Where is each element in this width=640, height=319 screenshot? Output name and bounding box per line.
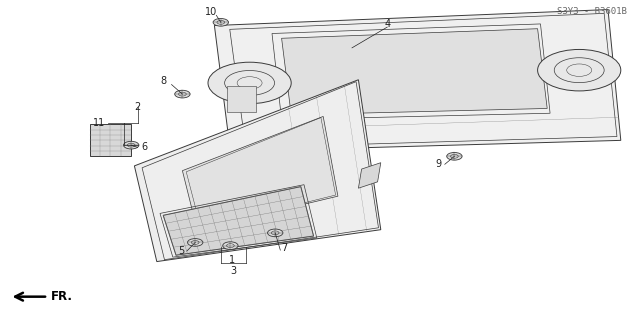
Text: 8: 8 [160,76,166,86]
Polygon shape [227,86,256,112]
Polygon shape [358,163,381,188]
Circle shape [223,242,238,249]
Text: 1: 1 [229,255,236,265]
Circle shape [208,62,291,104]
Text: 7: 7 [282,243,288,253]
Circle shape [188,239,203,246]
Circle shape [175,90,190,98]
Text: 9: 9 [435,159,442,169]
Text: 4: 4 [384,19,390,29]
Polygon shape [90,124,131,156]
Circle shape [124,141,139,149]
Polygon shape [282,29,547,115]
Polygon shape [182,116,338,230]
Text: 6: 6 [141,142,147,152]
Circle shape [447,152,462,160]
Text: 5: 5 [178,246,184,256]
Polygon shape [163,187,314,255]
Circle shape [213,19,228,26]
Text: 11: 11 [93,118,106,128]
Text: 2: 2 [134,102,141,112]
Text: FR.: FR. [51,290,73,303]
Text: 10: 10 [205,7,218,17]
Polygon shape [214,10,621,152]
Text: 3: 3 [230,265,237,276]
Circle shape [538,49,621,91]
Text: S3Y3 - B3601B: S3Y3 - B3601B [557,7,627,16]
Polygon shape [134,80,381,262]
Circle shape [268,229,283,237]
